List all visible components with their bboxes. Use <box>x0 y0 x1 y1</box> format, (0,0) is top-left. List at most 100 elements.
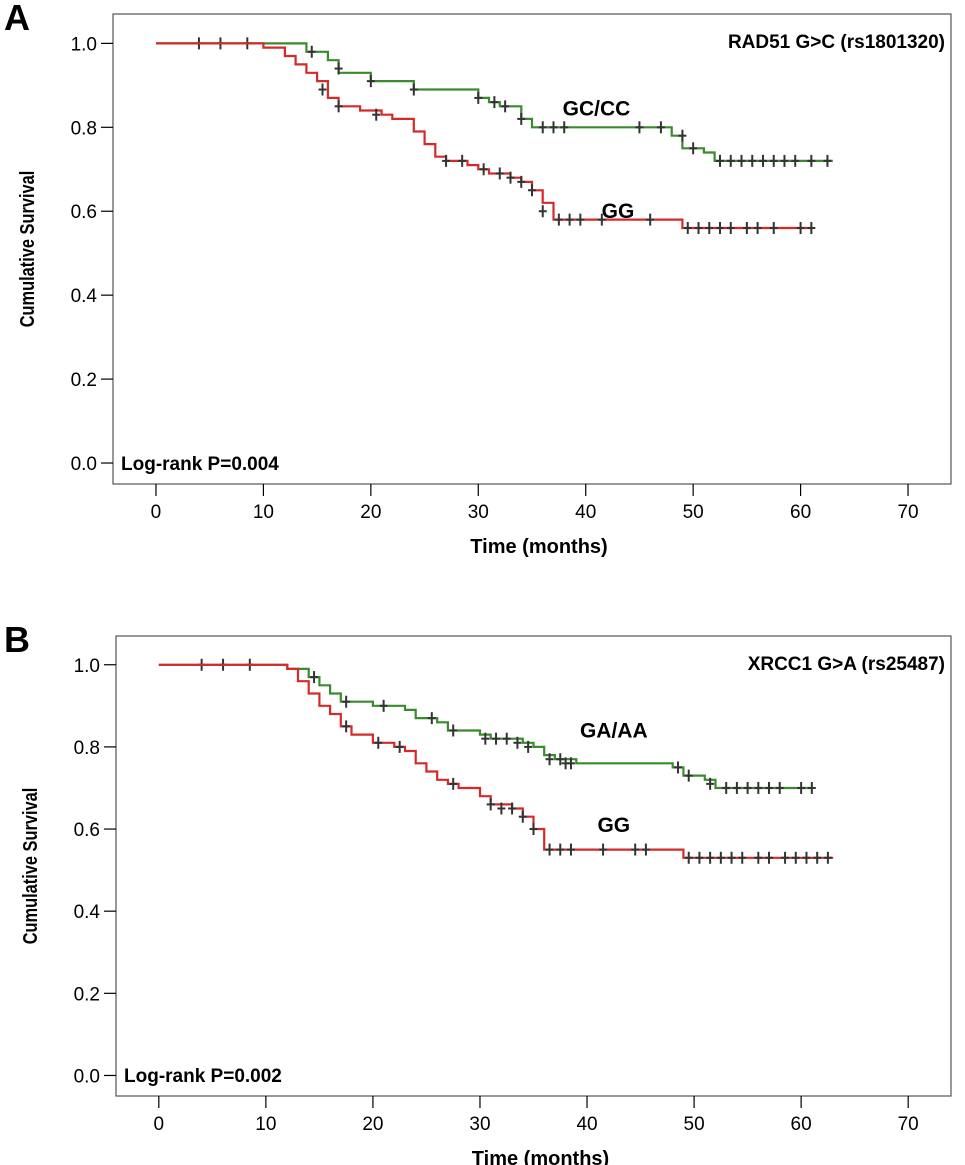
y-axis-title: Cumulative Survival <box>15 171 38 328</box>
censor-mark <box>342 720 351 733</box>
censor-mark <box>689 142 698 155</box>
censor-mark <box>566 757 575 770</box>
censor-mark <box>781 851 790 864</box>
censor-mark <box>765 851 774 864</box>
censor-mark <box>807 154 816 167</box>
y-tick-label: 0.6 <box>74 820 100 841</box>
censor-mark <box>599 843 608 856</box>
censor-mark <box>506 171 515 184</box>
censor-mark <box>656 121 665 134</box>
chart-title: XRCC1 G>A (rs25487) <box>748 654 945 675</box>
censor-mark <box>318 83 327 96</box>
censor-mark <box>748 154 757 167</box>
x-tick-label: 10 <box>253 502 274 523</box>
censor-mark <box>796 222 805 235</box>
censor-mark <box>427 712 436 725</box>
censor-mark <box>797 781 806 794</box>
censor-mark <box>753 222 762 235</box>
censor-mark <box>517 175 526 188</box>
censor-mark <box>823 851 832 864</box>
censor-mark <box>737 154 746 167</box>
censor-mark <box>538 121 547 134</box>
censor-mark <box>597 213 606 226</box>
censor-mark <box>775 781 784 794</box>
censor-mark <box>716 851 725 864</box>
x-tick-label: 0 <box>154 1114 165 1135</box>
x-tick-label: 20 <box>362 1114 383 1135</box>
censor-mark <box>684 851 693 864</box>
censor-mark <box>409 83 418 96</box>
series-label: GA/AA <box>580 719 648 742</box>
y-tick-label: 0.4 <box>71 286 98 307</box>
censor-mark <box>807 781 816 794</box>
series-label: GG <box>602 200 635 223</box>
y-tick-label: 0.0 <box>74 1066 100 1087</box>
y-tick-label: 0.2 <box>74 984 100 1005</box>
censor-mark <box>705 222 714 235</box>
censor-mark <box>524 740 533 753</box>
y-tick-label: 1.0 <box>71 34 97 55</box>
censor-mark <box>769 154 778 167</box>
censor-mark <box>374 736 383 749</box>
x-tick-label: 60 <box>790 502 811 523</box>
censor-mark <box>545 753 554 766</box>
censor-mark <box>492 732 501 745</box>
censor-mark <box>683 222 692 235</box>
censor-mark <box>545 843 554 856</box>
series-label: GG <box>597 814 630 837</box>
censor-mark <box>481 732 490 745</box>
censor-mark <box>684 769 693 782</box>
censor-mark <box>517 112 526 125</box>
censor-mark <box>716 154 725 167</box>
censor-mark <box>754 781 763 794</box>
censor-mark <box>566 843 575 856</box>
censor-mark <box>528 184 536 197</box>
censor-mark <box>379 699 388 712</box>
y-tick-label: 1.0 <box>74 656 100 677</box>
survival-step-line <box>158 663 834 859</box>
series-label: GC/CC <box>563 97 631 120</box>
censor-mark <box>442 154 451 167</box>
x-tick-label: 40 <box>576 1114 597 1135</box>
censor-mark <box>560 121 569 134</box>
censor-mark <box>754 851 763 864</box>
x-tick-label: 60 <box>791 1114 812 1135</box>
censor-mark <box>694 222 703 235</box>
x-tick-label: 30 <box>469 1114 490 1135</box>
censor-mark <box>556 843 565 856</box>
chart-panel-b: B 0.0 0.2 0.4 0.6 0.8 1.0 0 10 20 30 40 50 60 70 Time (… <box>0 590 965 1165</box>
censor-mark <box>722 781 731 794</box>
censor-mark <box>310 671 319 684</box>
censor-mark <box>674 761 683 774</box>
censor-mark <box>458 154 467 167</box>
x-tick-label: 40 <box>575 502 596 523</box>
censor-mark <box>554 213 563 226</box>
censor-mark <box>716 222 725 235</box>
censor-mark <box>334 100 343 113</box>
km-chart-rad51: A 0.0 0.2 0.4 0.6 0.8 1.0 0 10 20 30 40 50 60 70 Time (… <box>4 0 952 558</box>
censor-mark <box>342 695 351 708</box>
censor-mark <box>529 823 538 836</box>
censor-mark <box>513 736 522 749</box>
censor-mark <box>646 213 655 226</box>
x-tick-label: 0 <box>151 502 162 523</box>
censor-mark <box>479 163 488 176</box>
panel-label: A <box>4 0 30 38</box>
y-tick-label: 0.8 <box>71 118 97 139</box>
censor-mark <box>372 108 381 121</box>
x-tick-label: 10 <box>255 1114 276 1135</box>
censor-mark <box>726 154 735 167</box>
series-gg: GG <box>156 42 816 235</box>
censor-mark <box>706 777 715 790</box>
censor-mark <box>449 777 458 790</box>
x-tick-label: 20 <box>360 502 381 523</box>
censor-mark <box>474 91 483 104</box>
censor-mark <box>758 154 767 167</box>
censor-mark <box>706 851 715 864</box>
censor-mark <box>765 781 774 794</box>
y-tick-label: 0.4 <box>74 902 101 923</box>
censor-mark <box>538 205 547 218</box>
censor-mark <box>635 121 644 134</box>
censor-mark <box>486 798 495 811</box>
plot-frame <box>112 13 952 485</box>
